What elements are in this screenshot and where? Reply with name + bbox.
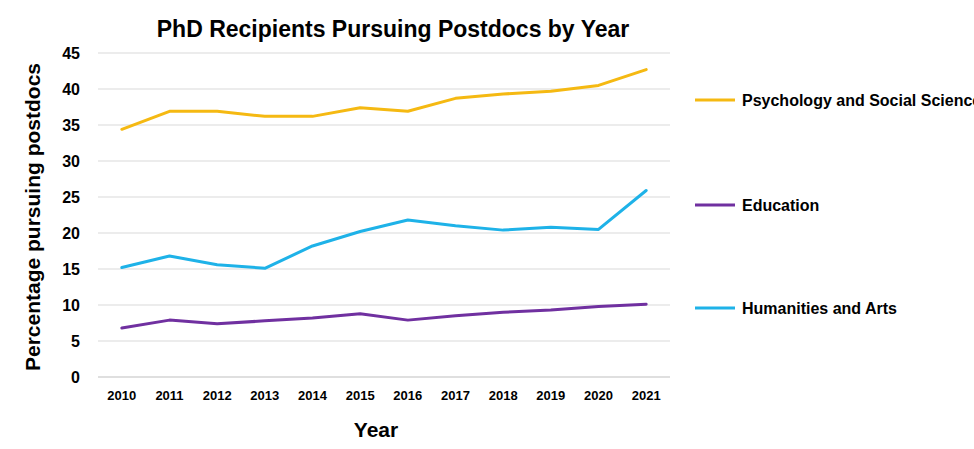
y-tick-label: 35 xyxy=(62,117,80,134)
x-tick-label: 2010 xyxy=(107,388,136,403)
grid-line xyxy=(98,197,670,198)
series-line xyxy=(122,191,646,269)
grid-line xyxy=(98,125,670,126)
y-tick-label: 40 xyxy=(62,81,80,98)
legend-swatch xyxy=(695,204,735,207)
x-tick-label: 2018 xyxy=(489,388,518,403)
y-tick-label: 10 xyxy=(62,297,80,314)
series-line xyxy=(122,304,646,328)
y-tick-label: 0 xyxy=(71,369,80,386)
chart-svg: PhD Recipients Pursuing Postdocs by Year… xyxy=(0,0,974,449)
series-line xyxy=(122,70,646,130)
y-tick-label: 45 xyxy=(62,45,80,62)
chart-container: PhD Recipients Pursuing Postdocs by Year… xyxy=(0,0,974,449)
x-tick-label: 2013 xyxy=(250,388,279,403)
legend-label: Humanities and Arts xyxy=(742,300,897,317)
x-axis-label: Year xyxy=(354,418,398,441)
legend-swatch xyxy=(695,99,735,102)
y-tick-label: 25 xyxy=(62,189,80,206)
y-tick-label: 20 xyxy=(62,225,80,242)
grid-line xyxy=(98,269,670,270)
legend-label: Psychology and Social Sciences xyxy=(742,92,974,109)
y-tick-label: 5 xyxy=(71,333,80,350)
x-tick-label: 2016 xyxy=(393,388,422,403)
x-tick-label: 2019 xyxy=(536,388,565,403)
y-axis-label: Percentage pursuing postdocs xyxy=(21,63,44,371)
grid-line xyxy=(98,161,670,162)
grid-line xyxy=(98,377,670,378)
grid-line xyxy=(98,341,670,342)
grid-line xyxy=(98,305,670,306)
y-tick-label: 30 xyxy=(62,153,80,170)
plot-area xyxy=(122,70,646,328)
legend-label: Education xyxy=(742,197,819,214)
x-tick-label: 2017 xyxy=(441,388,470,403)
x-tick-label: 2011 xyxy=(155,388,183,403)
grid-line xyxy=(98,53,670,54)
x-tick-label: 2021 xyxy=(632,388,661,403)
y-tick-label: 15 xyxy=(62,261,80,278)
x-tick-label: 2012 xyxy=(203,388,232,403)
x-tick-label: 2014 xyxy=(298,388,328,403)
x-tick-label: 2015 xyxy=(346,388,375,403)
legend-swatch xyxy=(695,307,735,310)
x-tick-label: 2020 xyxy=(584,388,613,403)
grid-line xyxy=(98,89,670,90)
grid-line xyxy=(98,233,670,234)
chart-title: PhD Recipients Pursuing Postdocs by Year xyxy=(157,16,630,42)
